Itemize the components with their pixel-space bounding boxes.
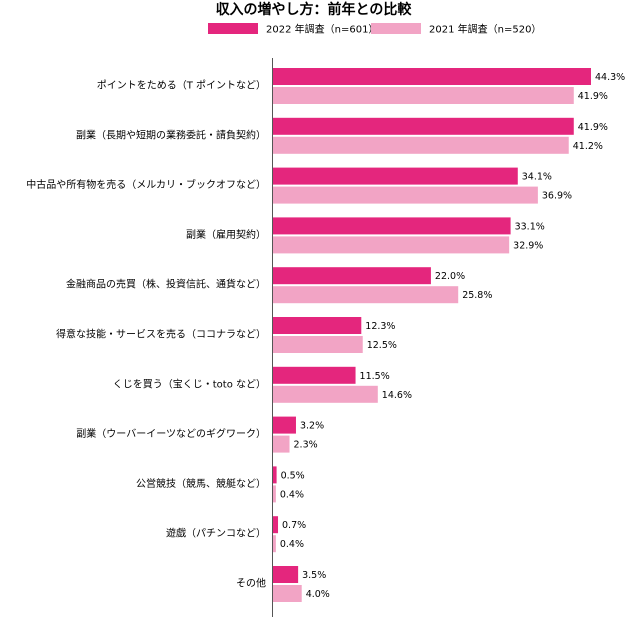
bar-2021 xyxy=(273,87,574,104)
value-label-2022: 34.1% xyxy=(522,172,552,183)
bar-2021 xyxy=(273,535,276,553)
value-label-2022: 3.5% xyxy=(302,570,326,581)
category-label: 副業（雇用契約） xyxy=(186,228,266,241)
value-label-2022: 0.7% xyxy=(282,520,306,531)
legend: 2022 年調査（n=601） 2021 年調査（n=520） xyxy=(208,23,541,36)
bar-2022 xyxy=(273,217,511,235)
legend-label-2022: 2022 年調査（n=601） xyxy=(266,23,378,36)
legend-label-2021: 2021 年調査（n=520） xyxy=(429,23,541,36)
value-label-2021: 0.4% xyxy=(280,489,304,500)
category-label: 得意な技能・サービスを売る（ココナラなど） xyxy=(56,328,266,341)
value-label-2021: 14.6% xyxy=(382,390,412,401)
category-label: 中古品や所有物を売る（メルカリ・ブックオフなど） xyxy=(26,178,266,191)
value-label-2021: 41.9% xyxy=(578,91,608,102)
bar-2021 xyxy=(273,136,569,154)
bar-2022 xyxy=(273,117,574,135)
value-label-2021: 32.9% xyxy=(513,240,543,251)
legend-swatch-2021 xyxy=(371,23,421,34)
bar-2022 xyxy=(273,317,362,334)
value-label-2021: 41.2% xyxy=(573,141,603,152)
category-label: 公営競技（競馬、競艇など） xyxy=(136,477,266,490)
value-label-2022: 3.2% xyxy=(300,421,324,432)
value-label-2022: 44.3% xyxy=(595,72,625,83)
value-label-2022: 22.0% xyxy=(435,271,465,282)
category-label: その他 xyxy=(236,577,266,590)
category-label: 副業（ウーバーイーツなどのギグワーク） xyxy=(76,427,266,440)
category-labels: ポイントをためる（T ポイントなど） 副業（長期や短期の業務委託・請負契約） 中古品… xyxy=(26,80,266,590)
bar-2022 xyxy=(273,366,356,384)
bar-2022 xyxy=(273,416,296,434)
category-label: ポイントをためる（T ポイントなど） xyxy=(97,80,266,92)
bar-2021 xyxy=(273,435,290,453)
value-label-2021: 2.3% xyxy=(294,440,318,451)
value-label-2022: 12.3% xyxy=(365,321,395,332)
value-label-2022: 11.5% xyxy=(360,371,390,382)
value-label-2021: 36.9% xyxy=(542,191,572,202)
bar-2021 xyxy=(273,286,459,304)
category-label: 遊戯（パチンコなど） xyxy=(166,527,266,540)
category-label: くじを買う（宝くじ・toto など） xyxy=(113,377,266,390)
bar-2021 xyxy=(273,585,302,602)
value-label-2021: 0.4% xyxy=(280,539,304,550)
category-label: 金融商品の売買（株、投資信託、通貨など） xyxy=(66,278,266,291)
value-label-2022: 33.1% xyxy=(515,221,545,232)
bar-2021 xyxy=(273,186,538,204)
value-label-2021: 25.8% xyxy=(462,290,492,301)
legend-swatch-2022 xyxy=(208,23,258,34)
bar-2022 xyxy=(273,68,591,85)
bar-2022 xyxy=(273,466,277,484)
value-label-2022: 0.5% xyxy=(281,470,305,481)
value-label-2021: 12.5% xyxy=(367,340,397,351)
category-label: 副業（長期や短期の業務委託・請負契約） xyxy=(76,128,266,141)
bar-2021 xyxy=(273,385,378,403)
bar-2022 xyxy=(273,167,518,185)
bar-2022 xyxy=(273,267,431,285)
chart-title: 収入の増やし方：前年との比較 xyxy=(216,1,413,18)
value-label-2022: 41.9% xyxy=(578,122,608,133)
bar-2021 xyxy=(273,236,510,254)
bars-group xyxy=(273,68,591,602)
bar-2021 xyxy=(273,485,276,503)
bar-2022 xyxy=(273,516,279,534)
bar-2021 xyxy=(273,336,363,353)
value-labels: 44.3% 41.9% 41.9% 41.2% 34.1% 36.9% 33.1% 32.9%… xyxy=(280,72,625,600)
bar-2022 xyxy=(273,566,299,583)
value-label-2021: 4.0% xyxy=(306,589,330,600)
